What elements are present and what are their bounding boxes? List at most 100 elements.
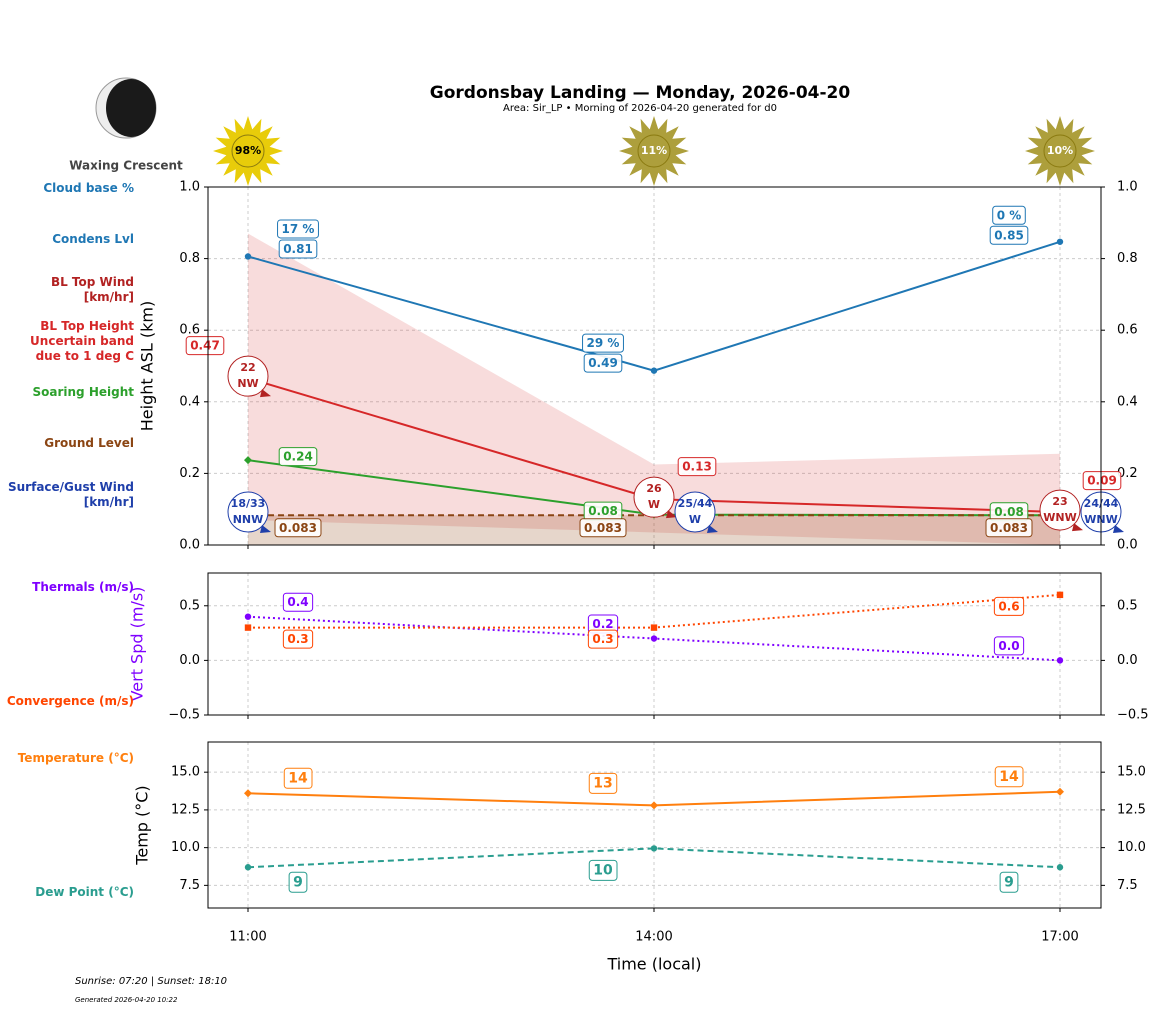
legend-label: Soaring Height [32, 385, 135, 399]
tick-label: 1.0 [179, 180, 200, 195]
label-box [278, 239, 318, 259]
wind-arrow [707, 525, 718, 533]
title: Gordonsbay Landing — Monday, 2026-04-20 [430, 83, 851, 103]
wind-speed: 18/33 [231, 497, 266, 510]
marker [650, 367, 658, 374]
wind-speed: 25/44 [678, 497, 713, 510]
label-box [992, 205, 1026, 225]
plot-frame [207, 741, 1102, 909]
legend-label: Condens Lvl [52, 232, 134, 246]
label-box [185, 336, 225, 356]
wind-circle [227, 355, 269, 397]
tick-label: 0.0 [179, 653, 200, 668]
generated: Generated 2026-04-20 10:22 [75, 996, 178, 1004]
value-label: 0.08 [588, 504, 618, 518]
tick-label: 0.8 [179, 251, 200, 266]
marker [244, 613, 252, 620]
legend-label: Uncertain band due to 1 deg C [30, 334, 134, 363]
legend-label: BL Top Wind [km/hr] [50, 275, 134, 304]
tick-label: 0.5 [1117, 598, 1138, 613]
tick-label: 10.0 [1117, 840, 1146, 855]
tick-label: 0.4 [1117, 394, 1138, 409]
wind-arrow [1072, 523, 1083, 532]
wind-speed: 26 [646, 482, 662, 495]
label-box [985, 518, 1033, 538]
wind-arrow [1113, 525, 1124, 533]
tick-label: −0.5 [1117, 708, 1149, 723]
y-axis-label: Height ASL (km) [138, 301, 157, 431]
value-label: 0.13 [682, 460, 712, 474]
label-box [288, 871, 308, 893]
value-label: 9 [293, 874, 303, 890]
wind-direction: W [689, 513, 701, 526]
ground-fill [248, 515, 1060, 545]
legend-label: Dew Point (°C) [35, 885, 134, 899]
label-box [282, 629, 314, 649]
value-label: 0.083 [279, 521, 317, 535]
value-label: 17 % [282, 222, 315, 236]
sun [637, 134, 671, 168]
label-box [282, 592, 314, 612]
value-label: 0.85 [994, 228, 1024, 242]
sun-times: Sunrise: 07:20 | Sunset: 18:10 [75, 976, 227, 987]
wind-direction: W [648, 498, 660, 511]
marker [244, 624, 252, 631]
legend-label: Cloud base % [43, 181, 134, 195]
marker [650, 845, 658, 852]
tick-label: 0.6 [1117, 323, 1138, 338]
moon-phase: Waxing Crescent [69, 159, 183, 173]
x-tick-label: 11:00 [229, 930, 266, 945]
tick-label: 0.2 [179, 466, 200, 481]
label-box [999, 871, 1019, 893]
sun [1043, 134, 1077, 168]
tick-label: 7.5 [1117, 878, 1138, 893]
value-label: 0.083 [584, 521, 622, 535]
tick-label: 1.0 [1117, 180, 1138, 195]
value-label: 0.4 [287, 595, 308, 609]
value-label: 10 [593, 862, 613, 878]
sun-label: 11% [641, 144, 667, 157]
value-label: 14 [288, 770, 308, 786]
x-tick-label: 17:00 [1041, 930, 1078, 945]
marker [1056, 657, 1064, 664]
value-label: 0.083 [990, 521, 1028, 535]
wind-arrow [260, 389, 271, 398]
legend-label: Convergence (m/s) [6, 694, 134, 708]
wind-speed: 23 [1052, 495, 1067, 508]
value-label: 0.81 [283, 242, 313, 256]
label-box [278, 447, 318, 467]
marker [650, 801, 658, 810]
marker [244, 864, 252, 871]
value-label: 0.6 [998, 599, 1019, 613]
tick-label: 7.5 [179, 878, 200, 893]
label-box [277, 219, 319, 239]
wind-circle [1039, 489, 1081, 531]
x-tick-label: 14:00 [635, 930, 672, 945]
marker [244, 253, 252, 260]
value-label: 0.3 [592, 632, 613, 646]
tick-label: 10.0 [171, 840, 200, 855]
label-box [989, 225, 1029, 245]
value-label: 0.49 [588, 356, 618, 370]
value-label: 29 % [587, 336, 620, 350]
label-box [588, 859, 618, 881]
value-label: 0.08 [994, 505, 1024, 519]
value-label: 0.47 [190, 339, 220, 353]
tick-label: 0.8 [1117, 251, 1138, 266]
legend-label: Surface/Gust Wind [km/hr] [8, 480, 134, 509]
wind-arrow [260, 525, 271, 533]
sun-label: 98% [235, 144, 261, 157]
legend-label: Ground Level [44, 436, 134, 450]
marker [1056, 787, 1064, 796]
label-box [579, 518, 627, 538]
tick-label: 0.0 [1117, 653, 1138, 668]
tick-label: 0.2 [1117, 466, 1138, 481]
label-box [993, 596, 1025, 616]
label-box [283, 767, 313, 789]
tick-label: 0.5 [179, 598, 200, 613]
label-box [677, 457, 717, 477]
subtitle: Area: Sir_LP • Morning of 2026-04-20 gen… [503, 103, 777, 114]
tick-label: −0.5 [168, 708, 200, 723]
wind-direction: NW [237, 377, 258, 390]
